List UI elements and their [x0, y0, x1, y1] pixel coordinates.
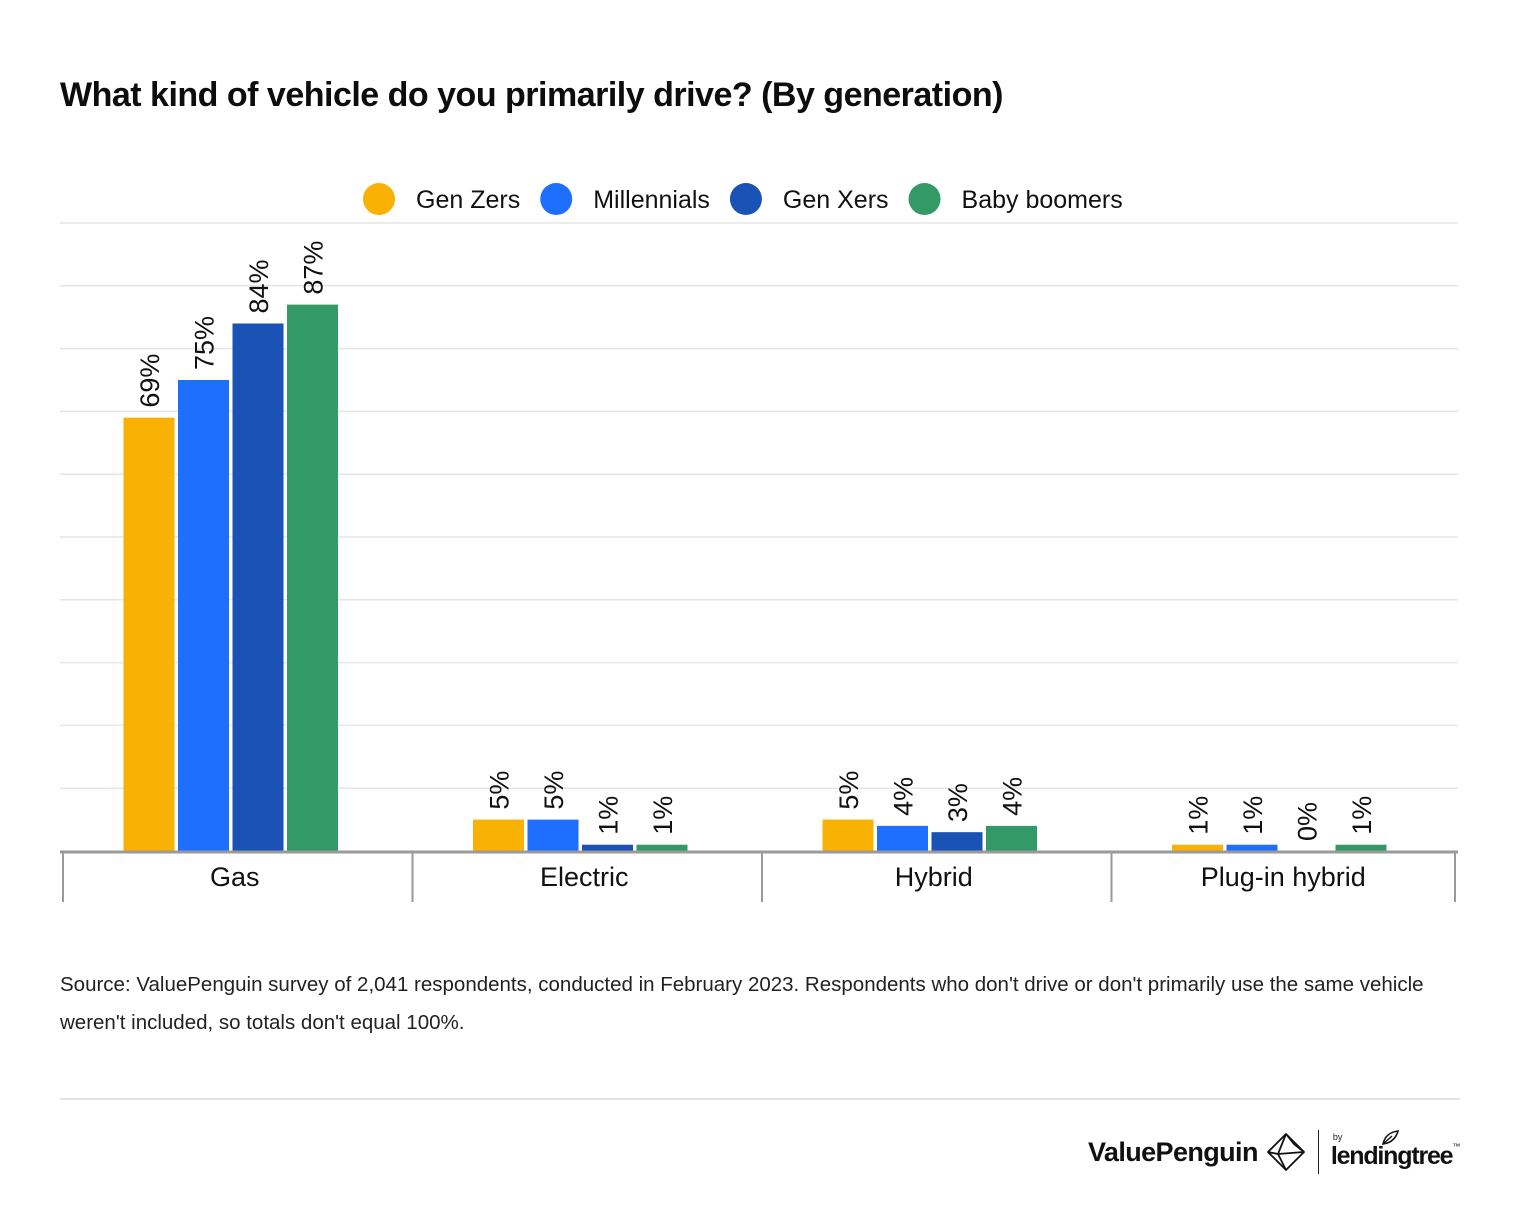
leaf-icon	[1381, 1129, 1399, 1145]
bar-gas-gen-xers	[232, 323, 284, 852]
chart-title: What kind of vehicle do you primarily dr…	[60, 76, 1003, 114]
bar-electric-baby-boomers	[636, 844, 688, 851]
bar-electric-gen-xers	[582, 844, 633, 851]
legend-item-millennials: Millennials	[540, 183, 710, 215]
category-label: Gas	[210, 862, 260, 892]
data-label: 1%	[1238, 796, 1268, 835]
bar-hybrid-gen-xers	[931, 832, 983, 851]
data-label: 3%	[943, 783, 973, 822]
bar-plug-in-hybrid-baby-boomers	[1335, 844, 1387, 851]
data-label: 5%	[834, 771, 864, 810]
bar-hybrid-baby-boomers	[986, 825, 1037, 851]
data-label: 5%	[485, 771, 515, 810]
lendingtree-logo: by lendingtree™	[1330, 1129, 1461, 1170]
data-label: 1%	[648, 796, 678, 835]
category-label: Plug-in hybrid	[1201, 862, 1366, 892]
bar-hybrid-millennials	[877, 825, 928, 851]
valuepenguin-wordmark: ValuePenguin	[1088, 1136, 1258, 1167]
legend-swatch	[363, 183, 395, 215]
data-label: 69%	[135, 354, 165, 408]
category-label: Hybrid	[895, 862, 973, 892]
valuepenguin-logo-icon	[1266, 1132, 1306, 1172]
data-label: 87%	[299, 241, 329, 295]
legend-label: Millennials	[593, 186, 710, 214]
bar-gas-millennials	[178, 380, 229, 851]
bar-chart: Gen Zers Millennials Gen Xers Baby boomers 6…	[60, 183, 1458, 902]
bar-electric-millennials	[527, 819, 579, 851]
bar-gas-baby-boomers	[287, 304, 338, 851]
category-label: Electric	[540, 862, 629, 892]
lendingtree-by-label: by	[1332, 1131, 1343, 1142]
brand-footer: ValuePenguin by lendingtree™	[1088, 1128, 1460, 1176]
footer-divider	[60, 1098, 1460, 1100]
data-label: 75%	[190, 316, 220, 370]
legend-label: Baby boomers	[962, 186, 1123, 214]
data-label: 4%	[889, 777, 919, 816]
legend-item-gen-zers: Gen Zers	[363, 183, 520, 215]
bar-gas-gen-zers	[123, 417, 175, 851]
data-label: 5%	[539, 771, 569, 810]
data-label: 1%	[1184, 796, 1214, 835]
data-label: 1%	[594, 796, 624, 835]
legend-label: Gen Xers	[783, 186, 889, 214]
legend-swatch	[908, 183, 941, 215]
brand-separator	[1317, 1130, 1319, 1174]
legend-swatch	[540, 183, 573, 215]
legend-item-gen-xers: Gen Xers	[729, 183, 889, 215]
data-label: 84%	[244, 259, 274, 313]
lendingtree-wordmark: lendingtree	[1330, 1141, 1454, 1170]
data-label: 0%	[1293, 802, 1323, 841]
legend-swatch	[729, 183, 762, 215]
bar-hybrid-gen-zers	[822, 819, 874, 851]
bar-electric-gen-zers	[473, 819, 524, 851]
data-label: 1%	[1347, 796, 1377, 835]
bar-plug-in-hybrid-gen-zers	[1172, 844, 1223, 851]
source-note: Source: ValuePenguin survey of 2,041 res…	[60, 973, 1424, 1034]
legend-item-baby-boomers: Baby boomers	[908, 183, 1123, 215]
bar-plug-in-hybrid-millennials	[1226, 844, 1278, 851]
legend-label: Gen Zers	[416, 186, 520, 214]
data-label: 4%	[998, 777, 1028, 816]
